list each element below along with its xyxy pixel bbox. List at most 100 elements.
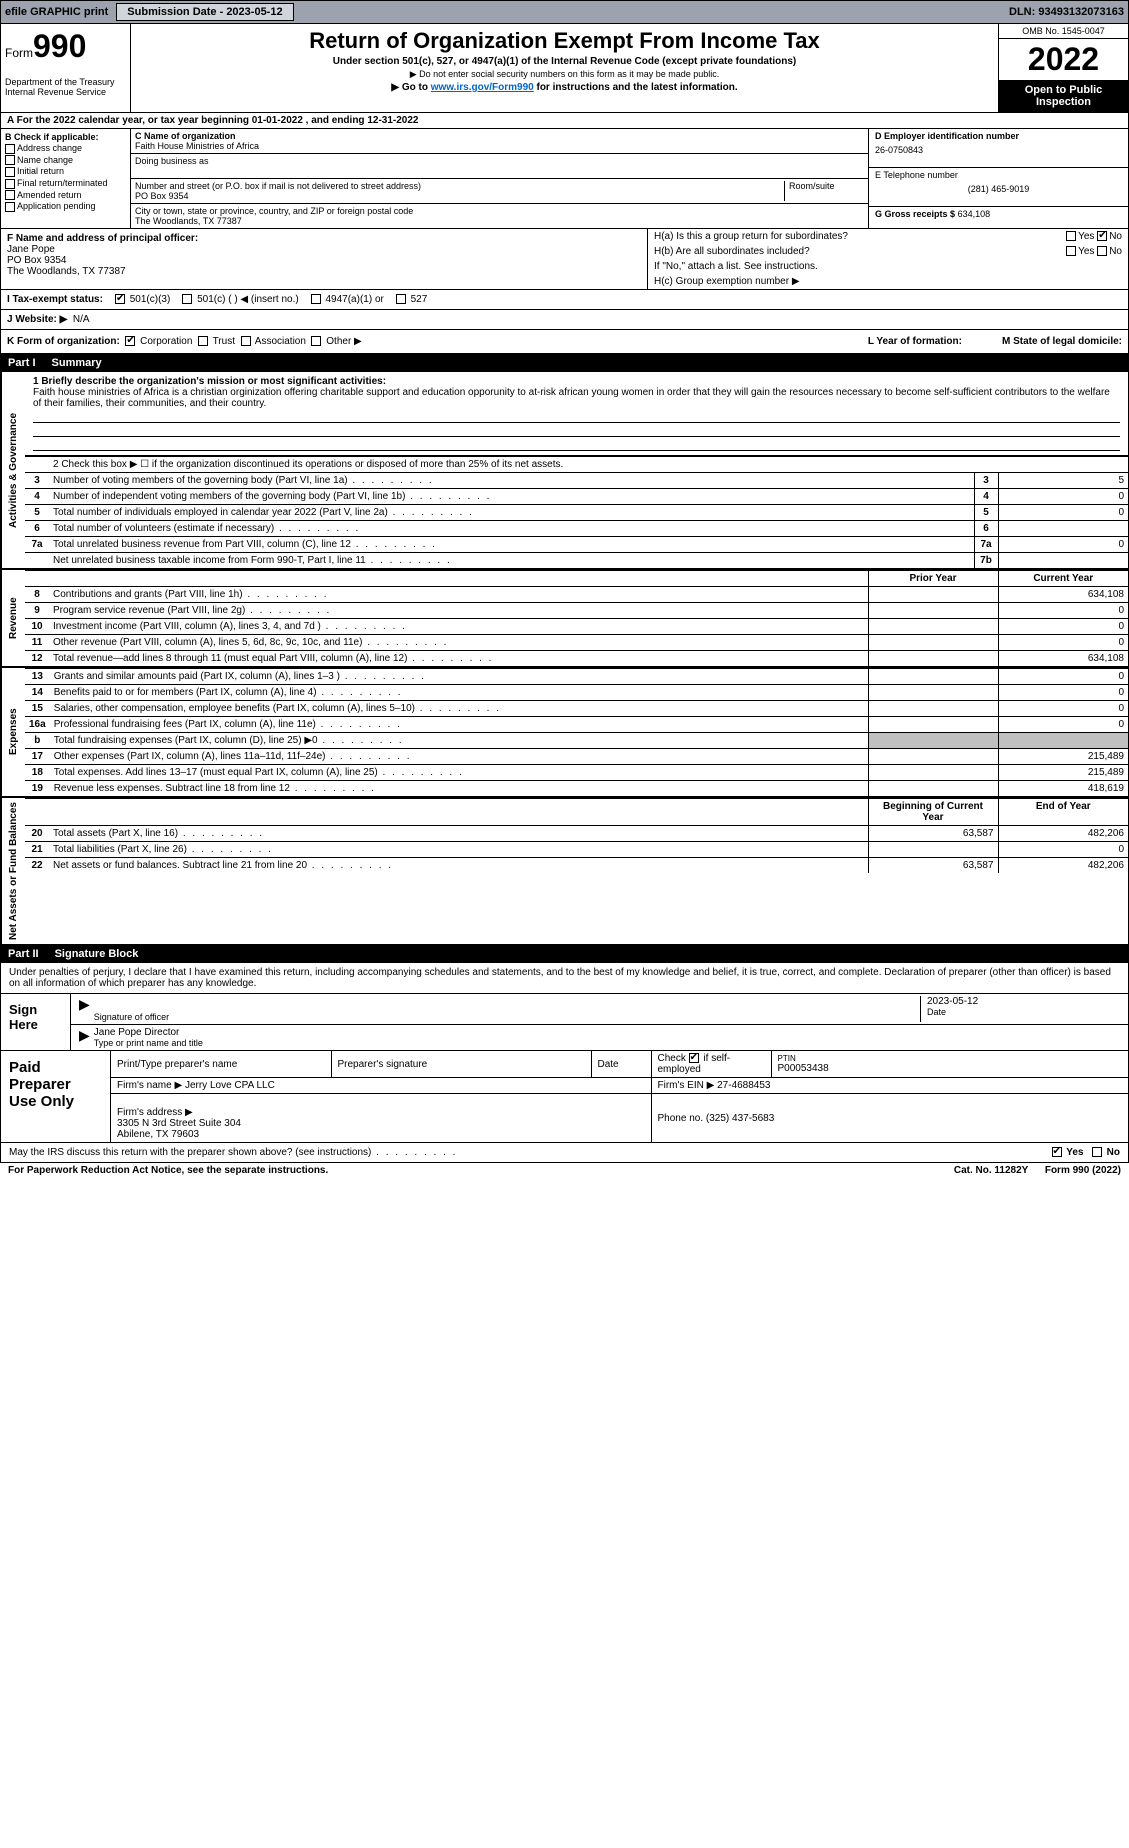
header-left: Form990 Department of the Treasury Inter…	[1, 24, 131, 112]
chk-discuss-yes[interactable]	[1052, 1147, 1062, 1157]
form-header: Form990 Department of the Treasury Inter…	[0, 24, 1129, 113]
table-row: 4Number of independent voting members of…	[25, 489, 1128, 505]
chk-other[interactable]: Other ▶	[311, 336, 361, 347]
ptin-label: PTIN	[778, 1054, 1123, 1063]
form-title: Return of Organization Exempt From Incom…	[139, 28, 990, 54]
firm-ein-cell: Firm's EIN ▶ 27-4688453	[651, 1078, 1128, 1094]
gross-cell: G Gross receipts $ 634,108	[869, 206, 1128, 221]
begin-year-header: Beginning of Current Year	[868, 799, 998, 826]
ha-no[interactable]: No	[1097, 231, 1122, 242]
revenue-side: Revenue	[1, 570, 25, 666]
officer-addr2: The Woodlands, TX 77387	[7, 266, 641, 277]
form-footer: Form 990 (2022)	[1045, 1165, 1121, 1176]
irs-link[interactable]: www.irs.gov/Form990	[431, 82, 534, 93]
expenses-content: 13Grants and similar amounts paid (Part …	[25, 668, 1128, 796]
table-row: 20Total assets (Part X, line 16)63,58748…	[25, 826, 1128, 842]
sign-right: ▶ Signature of officer 2023-05-12 Date ▶…	[71, 994, 1128, 1050]
chk-4947[interactable]: 4947(a)(1) or	[311, 294, 384, 305]
firm-name: Jerry Love CPA LLC	[185, 1080, 275, 1091]
table-row: 19Revenue less expenses. Subtract line 1…	[25, 781, 1128, 797]
governance-content: 1 Briefly describe the organization's mi…	[25, 372, 1128, 568]
header-center: Return of Organization Exempt From Incom…	[131, 24, 998, 112]
sig-date-label: Date	[927, 1007, 1120, 1017]
line1-label: 1 Briefly describe the organization's mi…	[33, 376, 386, 387]
end-year-header: End of Year	[998, 799, 1128, 826]
table-row: 18Total expenses. Add lines 13–17 (must …	[25, 765, 1128, 781]
opt-trust: Trust	[213, 336, 235, 347]
chk-501c3[interactable]: 501(c)(3)	[115, 294, 170, 305]
line-a: A For the 2022 calendar year, or tax yea…	[0, 113, 1129, 129]
expenses-side: Expenses	[1, 668, 25, 796]
i-label: I Tax-exempt status:	[7, 294, 103, 305]
omb-label: OMB No. 1545-0047	[999, 24, 1128, 39]
paid-right: Print/Type preparer's name Preparer's si…	[111, 1051, 1128, 1142]
ha-val: No	[1109, 231, 1122, 242]
line2-row: 2 Check this box ▶ ☐ if the organization…	[25, 457, 1128, 473]
firm-ein-label: Firm's EIN ▶	[658, 1080, 715, 1091]
dba-label: Doing business as	[135, 156, 864, 166]
table-row: 6Total number of volunteers (estimate if…	[25, 521, 1128, 537]
chk-pending[interactable]: Application pending	[5, 201, 126, 212]
part2-title: Signature Block	[55, 948, 139, 960]
chk-amended[interactable]: Amended return	[5, 190, 126, 201]
phone-value: (325) 437-5683	[706, 1113, 774, 1124]
chk-self-employed[interactable]	[689, 1053, 699, 1063]
expenses-section: Expenses 13Grants and similar amounts pa…	[1, 666, 1128, 796]
form-note2: ▶ Go to www.irs.gov/Form990 for instruct…	[139, 82, 990, 93]
chk-501c[interactable]: 501(c) ( ) ◀ (insert no.)	[182, 294, 298, 305]
k-left: K Form of organization: Corporation Trus…	[7, 336, 362, 347]
chk-address-change[interactable]: Address change	[5, 143, 126, 154]
chk-initial-return[interactable]: Initial return	[5, 166, 126, 177]
chk-discuss-no[interactable]	[1092, 1147, 1102, 1157]
chk-name-change[interactable]: Name change	[5, 155, 126, 166]
section-f: F Name and address of principal officer:…	[1, 229, 648, 289]
gross-value: 634,108	[958, 209, 991, 219]
firm-addr-label: Firm's address ▶	[117, 1107, 193, 1118]
sig-name-line: ▶ Jane Pope Director Type or print name …	[71, 1025, 1128, 1050]
tel-label: E Telephone number	[875, 170, 1122, 180]
c-name-label: C Name of organization	[135, 131, 236, 141]
chk-assoc[interactable]: Association	[241, 336, 306, 347]
topbar: efile GRAPHIC print Submission Date - 20…	[0, 0, 1129, 24]
firm-label: Firm's name ▶	[117, 1080, 182, 1091]
mission-text: Faith house ministries of Africa is a ch…	[33, 387, 1120, 409]
cat-no: Cat. No. 11282Y	[954, 1165, 1028, 1176]
paid-header-row: Print/Type preparer's name Preparer's si…	[111, 1051, 1128, 1078]
b-item-0: Address change	[17, 143, 82, 153]
section-b-c-d: B Check if applicable: Address change Na…	[0, 129, 1129, 229]
chk-trust[interactable]: Trust	[198, 336, 235, 347]
revenue-table: Prior Year Current Year 8Contributions a…	[25, 570, 1128, 666]
chk-corp[interactable]: Corporation	[125, 336, 192, 347]
table-row: 12Total revenue—add lines 8 through 11 (…	[25, 651, 1128, 667]
section-f-h: F Name and address of principal officer:…	[0, 229, 1129, 290]
discuss-text: May the IRS discuss this return with the…	[9, 1147, 457, 1158]
form-number: Form990	[5, 28, 126, 65]
line-i: I Tax-exempt status: 501(c)(3) 501(c) ( …	[0, 290, 1129, 310]
submission-date-btn[interactable]: Submission Date - 2023-05-12	[116, 3, 293, 21]
part1-header: Part I Summary	[0, 354, 1129, 372]
paid-h5-cell: PTIN P00053438	[771, 1051, 1128, 1078]
chk-final-return[interactable]: Final return/terminated	[5, 178, 126, 189]
hb-no[interactable]: No	[1097, 246, 1122, 257]
hc-label: H(c) Group exemption number ▶	[654, 276, 800, 287]
b-item-4: Amended return	[17, 190, 82, 200]
chk-527[interactable]: 527	[396, 294, 427, 305]
no-label: No	[1107, 1147, 1120, 1158]
paid-h2: Preparer's signature	[331, 1051, 591, 1078]
table-row: 5Total number of individuals employed in…	[25, 505, 1128, 521]
hb-row: H(b) Are all subordinates included? Yes …	[648, 244, 1128, 259]
l-label: L Year of formation:	[868, 336, 962, 347]
netassets-content: Beginning of Current Year End of Year 20…	[25, 798, 1128, 944]
hb-note: If "No," attach a list. See instructions…	[654, 261, 818, 272]
ha-label: H(a) Is this a group return for subordin…	[654, 231, 1066, 242]
table-row: bTotal fundraising expenses (Part IX, co…	[25, 733, 1128, 749]
opt-other: Other ▶	[326, 336, 361, 347]
expenses-table: 13Grants and similar amounts paid (Part …	[25, 668, 1128, 796]
ha-yes[interactable]: Yes	[1066, 231, 1094, 242]
hb-yes[interactable]: Yes	[1066, 246, 1094, 257]
f-label: F Name and address of principal officer:	[7, 233, 198, 244]
final-right: Cat. No. 11282Y Form 990 (2022)	[954, 1165, 1121, 1176]
sign-here-row: Sign Here ▶ Signature of officer 2023-05…	[1, 994, 1128, 1050]
tax-year: 2022	[999, 39, 1128, 80]
sig-officer-line: ▶ Signature of officer 2023-05-12 Date	[71, 994, 1128, 1025]
